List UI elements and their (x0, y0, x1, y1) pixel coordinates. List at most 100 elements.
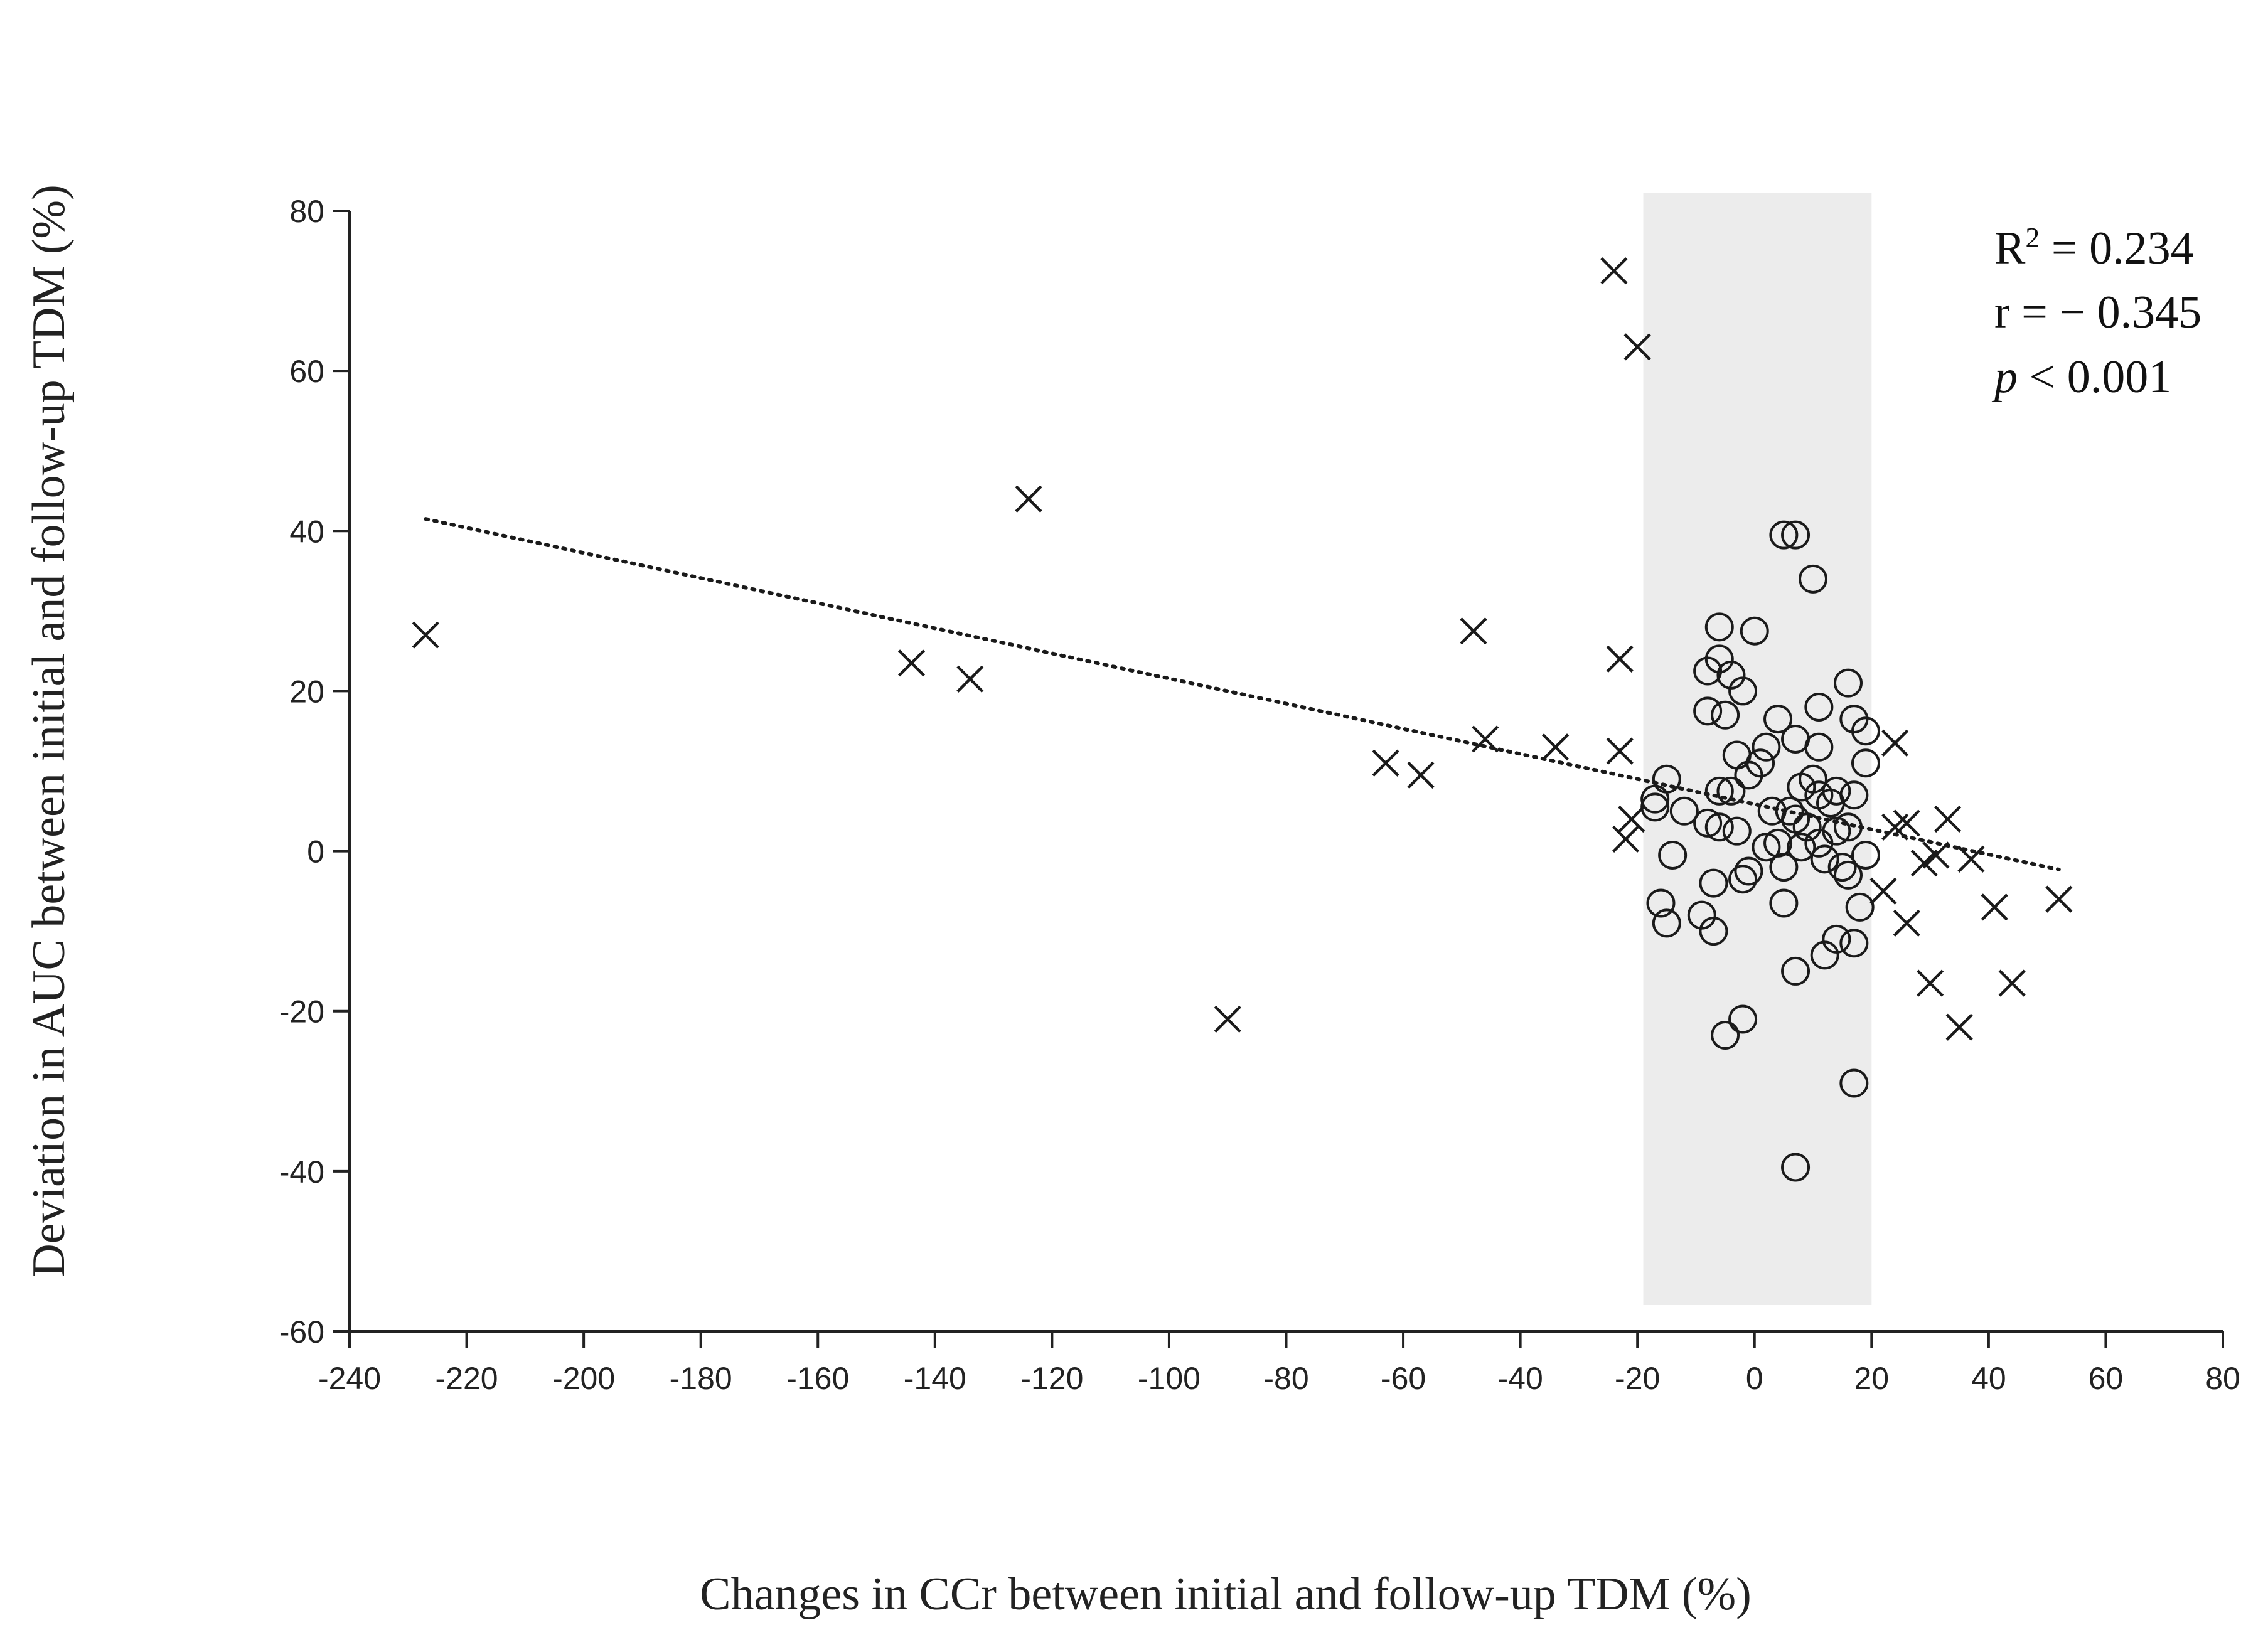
x-marker-point (1606, 737, 1634, 765)
circle-marker-point (1827, 853, 1857, 882)
x-marker-point (1606, 645, 1634, 673)
circle-marker-point (1804, 828, 1834, 858)
p-value-stat: p < 0.001 (1991, 351, 2171, 403)
x-marker-point (1910, 850, 1938, 877)
x-marker-point (412, 621, 439, 649)
x-marker-point (1015, 485, 1042, 513)
circle-marker-point (1781, 956, 1811, 986)
x-tick-label: -180 (670, 1361, 732, 1396)
x-marker-point (1945, 1013, 1973, 1041)
circle-marker-point (1704, 776, 1734, 806)
x-marker-point (1618, 805, 1645, 833)
points-layer (412, 257, 2073, 1182)
y-tick-label: 40 (289, 514, 324, 549)
circle-marker-point (1804, 732, 1834, 762)
circle-marker-point (1658, 840, 1688, 870)
circle-marker-point (1845, 892, 1875, 922)
x-marker-point (1916, 969, 1944, 997)
circle-marker-point (1839, 929, 1869, 958)
x-tick-label: 60 (2089, 1361, 2124, 1396)
r-squared-value: = 0.234 (2040, 223, 2193, 274)
circle-marker-point (1693, 808, 1723, 838)
x-marker-point (1407, 761, 1435, 789)
x-marker-point (1541, 733, 1570, 761)
x-tick-label: -120 (1020, 1361, 1083, 1396)
circle-marker-point (1810, 940, 1839, 970)
x-marker-point (1372, 749, 1399, 777)
circle-marker-point (1752, 833, 1781, 862)
y-tick-label: 60 (289, 354, 324, 389)
circle-marker-point (1740, 616, 1769, 646)
circle-marker-point (1640, 792, 1670, 822)
trendline-layer (424, 517, 2061, 871)
x-marker-point (1981, 893, 2008, 921)
y-tick-label: -60 (279, 1314, 324, 1350)
circle-marker-point (1699, 917, 1728, 946)
circle-marker-point (1763, 705, 1793, 734)
circle-marker-point (1781, 520, 1811, 550)
r-squared-superscript: 2 (2025, 221, 2040, 253)
r-squared-stat: R2 = 0.234 (1994, 221, 2194, 274)
circle-marker-point (1722, 816, 1752, 846)
r-squared-label: R (1994, 223, 2026, 274)
x-tick-label: -60 (1381, 1361, 1426, 1396)
x-tick-label: -20 (1615, 1361, 1660, 1396)
x-marker-point (1934, 805, 1962, 833)
y-axis-title: Deviation in AUC between initial and fol… (23, 184, 75, 1277)
circle-marker-point (1711, 1020, 1740, 1050)
y-tick-label: -40 (279, 1154, 324, 1190)
x-tick-label: 80 (2205, 1361, 2240, 1396)
p-label: p (1991, 351, 2018, 403)
circle-marker-point (1769, 520, 1799, 550)
y-tick-label: 0 (307, 834, 324, 870)
trendline (424, 517, 2061, 871)
x-tick-label: -80 (1263, 1361, 1308, 1396)
x-marker-point (1957, 845, 1985, 873)
circle-marker-point (1787, 772, 1816, 802)
circle-marker-point (1851, 748, 1880, 778)
x-tick-label: 0 (1746, 1361, 1763, 1396)
x-marker-point (956, 665, 984, 693)
circle-marker-point (1704, 612, 1734, 642)
circle-marker-point (1851, 716, 1880, 746)
x-marker-point (2045, 885, 2073, 913)
x-marker-point (1869, 877, 1897, 905)
circle-marker-point (1699, 868, 1728, 898)
stats-annotation: R2 = 0.234 r = − 0.345 p < 0.001 (1991, 221, 2201, 403)
circle-marker-point (1781, 1153, 1811, 1182)
circle-marker-point (1752, 732, 1781, 762)
circle-marker-point (1711, 700, 1740, 730)
x-tick-label: 20 (1854, 1361, 1890, 1396)
x-marker-point (1893, 809, 1920, 837)
circle-marker-point (1693, 696, 1723, 726)
y-tick-label: 20 (289, 674, 324, 709)
x-marker-series (412, 257, 2073, 1041)
x-tick-label: -220 (436, 1361, 498, 1396)
ticks-layer: -240 -220 -200 -180 -160 -140 -120 -100 -80 -60 -4… (279, 194, 2240, 1396)
circle-marker-point (1734, 856, 1763, 886)
x-tick-label: -160 (786, 1361, 849, 1396)
circle-marker-point (1834, 812, 1863, 842)
circle-marker-point (1728, 865, 1758, 894)
x-marker-point (1600, 257, 1628, 285)
x-marker-point (1998, 969, 2026, 997)
circle-marker-point (1640, 784, 1670, 814)
x-marker-point (897, 649, 926, 677)
x-marker-point (1623, 333, 1651, 361)
circle-marker-point (1816, 789, 1846, 818)
x-marker-point (1214, 1005, 1241, 1033)
y-tick-label: -20 (279, 994, 324, 1030)
circle-marker-point (1728, 1004, 1758, 1034)
circle-marker-point (1769, 888, 1799, 918)
circle-marker-point (1839, 1068, 1869, 1098)
x-marker-point (1460, 617, 1487, 645)
x-marker-point (1472, 725, 1499, 753)
r-stat: r = − 0.345 (1994, 287, 2201, 338)
p-value: < 0.001 (2018, 351, 2171, 403)
circle-marker-point (1728, 676, 1758, 706)
x-tick-label: -240 (318, 1361, 381, 1396)
circle-marker-point (1804, 692, 1834, 722)
x-tick-label: 40 (1971, 1361, 2006, 1396)
circle-marker-point (1734, 760, 1763, 790)
